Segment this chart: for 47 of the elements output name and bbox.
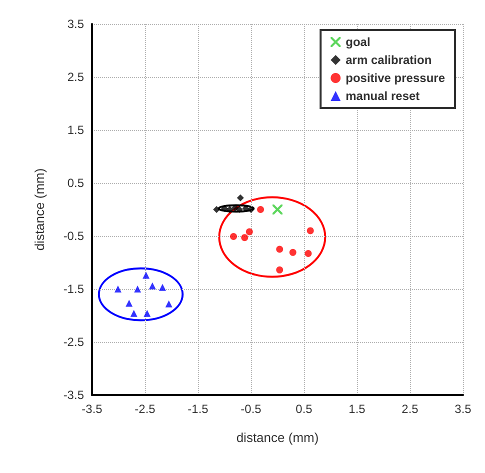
- point: [165, 300, 172, 308]
- x-tick-label: 3.5: [454, 402, 472, 416]
- point: [158, 284, 166, 291]
- point: [126, 300, 133, 307]
- y-axis-title: distance (mm): [32, 168, 47, 251]
- point: [257, 206, 264, 213]
- point: [241, 234, 248, 242]
- x-tick-label: -2.5: [134, 402, 156, 416]
- y-tick-label: 1.5: [67, 123, 84, 137]
- point: [306, 227, 314, 234]
- point: [272, 204, 282, 214]
- x-tick-label: -3.5: [82, 402, 103, 416]
- point: [236, 194, 244, 202]
- point: [276, 246, 284, 253]
- y-tick-label: 2.5: [67, 70, 84, 84]
- x-tick-label: -1.5: [188, 402, 209, 416]
- y-tick-label: -2.5: [63, 335, 84, 349]
- x-tick-label: 0.5: [296, 402, 313, 416]
- point: [134, 286, 142, 292]
- y-tick-label: -3.5: [63, 388, 84, 402]
- point: [248, 206, 254, 213]
- point: [276, 266, 284, 274]
- legend-label: goal: [346, 35, 370, 49]
- point: [142, 272, 150, 279]
- point: [221, 204, 228, 212]
- y-tick-label: -1.5: [63, 282, 84, 296]
- legend-label: manual reset: [346, 89, 420, 103]
- point: [144, 310, 151, 317]
- x-tick-label: -0.5: [240, 402, 262, 416]
- point: [304, 250, 312, 257]
- y-tick-label: 3.5: [67, 17, 84, 31]
- legend-label: arm calibration: [346, 53, 432, 67]
- point: [236, 206, 243, 213]
- point: [213, 206, 220, 213]
- point: [230, 233, 238, 240]
- point: [130, 310, 138, 317]
- point: [289, 248, 296, 256]
- x-axis-title: distance (mm): [236, 430, 319, 445]
- point: [148, 282, 156, 290]
- y-tick-label: 0.5: [67, 176, 84, 190]
- y-tick-label: -0.5: [63, 229, 84, 243]
- point: [246, 228, 253, 236]
- x-tick-label: 2.5: [402, 402, 419, 416]
- x-tick-label: 1.5: [348, 402, 366, 416]
- point: [226, 206, 234, 213]
- point: [114, 286, 122, 292]
- legend-label: positive pressure: [346, 71, 446, 85]
